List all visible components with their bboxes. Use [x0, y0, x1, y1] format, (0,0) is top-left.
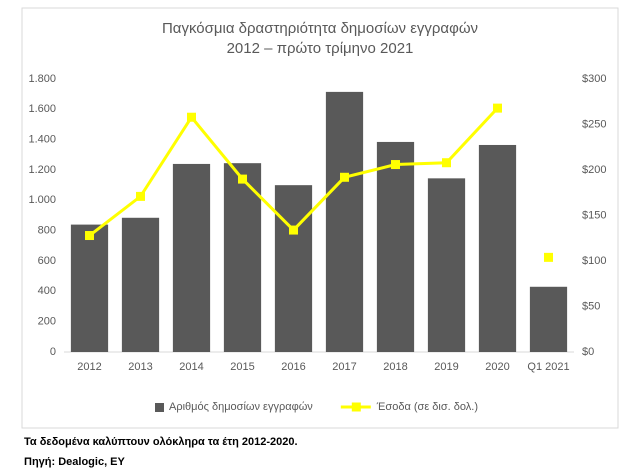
- bar: [529, 286, 568, 352]
- y-tick-label: 1.800: [28, 73, 56, 85]
- bar: [223, 163, 262, 352]
- y-tick-label: 800: [38, 225, 56, 237]
- y-tick-label: 0: [50, 346, 56, 358]
- x-tick-label: 2015: [230, 361, 254, 373]
- line-marker: [340, 172, 349, 182]
- y2-tick-label: $300: [582, 73, 606, 85]
- y2-tick-label: $100: [582, 255, 606, 267]
- bar: [478, 144, 517, 352]
- note: Τα δεδομένα καλύπτουν ολόκληρα τα έτη 20…: [24, 436, 298, 448]
- line-marker: [391, 160, 400, 170]
- line-marker: [442, 158, 451, 168]
- x-tick-label: 2018: [383, 361, 407, 373]
- chart-title: 2012 – πρώτο τρίμηνο 2021: [227, 40, 414, 57]
- y2-tick-label: $250: [582, 118, 606, 130]
- x-tick-label: 2017: [332, 361, 356, 373]
- y2-tick-label: $50: [582, 300, 600, 312]
- x-tick-label: Q1 2021: [527, 361, 569, 373]
- x-tick-label: 2013: [128, 361, 152, 373]
- line-marker: [238, 174, 247, 184]
- x-tick-label: 2012: [77, 361, 101, 373]
- y-tick-label: 1.200: [28, 164, 56, 176]
- y-tick-label: 1.400: [28, 134, 56, 146]
- bar: [325, 91, 364, 353]
- bar: [376, 141, 415, 352]
- y-tick-label: 1.000: [28, 194, 56, 206]
- y-tick-label: 1.600: [28, 103, 56, 115]
- y-tick-label: 200: [38, 316, 56, 328]
- y2-tick-label: $0: [582, 346, 594, 358]
- note: Πηγή: Dealogic, EY: [24, 456, 126, 468]
- legend-swatch: [351, 402, 361, 412]
- x-tick-label: 2020: [485, 361, 509, 373]
- bar: [172, 163, 211, 352]
- legend-label: Έσοδα (σε δισ. δολ.): [376, 401, 478, 413]
- line-marker: [85, 231, 94, 241]
- bar: [427, 178, 466, 352]
- chart-border: [21, 7, 619, 429]
- chart-title: Παγκόσμια δραστηριότητα δημοσίων εγγραφώ…: [162, 20, 478, 37]
- y2-tick-label: $200: [582, 164, 606, 176]
- line-marker: [544, 252, 553, 262]
- line-marker: [493, 103, 502, 113]
- y2-tick-label: $150: [582, 209, 606, 221]
- x-tick-label: 2014: [179, 361, 203, 373]
- y-tick-label: 600: [38, 255, 56, 267]
- x-tick-label: 2019: [434, 361, 458, 373]
- line-marker: [136, 191, 145, 201]
- line-marker: [187, 112, 196, 122]
- bar: [121, 217, 160, 352]
- y-tick-label: 400: [38, 285, 56, 297]
- x-tick-label: 2016: [281, 361, 305, 373]
- legend-label: Αριθμός δημοσίων εγγραφών: [169, 401, 313, 413]
- bar: [274, 185, 313, 352]
- bar: [70, 224, 109, 352]
- line-marker: [289, 225, 298, 235]
- legend-swatch: [155, 403, 164, 412]
